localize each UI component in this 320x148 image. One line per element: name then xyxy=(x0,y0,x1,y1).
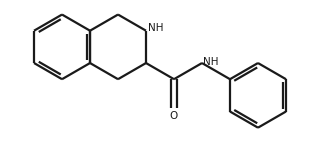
Text: NH: NH xyxy=(204,57,219,67)
Text: NH: NH xyxy=(148,23,163,33)
Text: O: O xyxy=(170,111,178,121)
